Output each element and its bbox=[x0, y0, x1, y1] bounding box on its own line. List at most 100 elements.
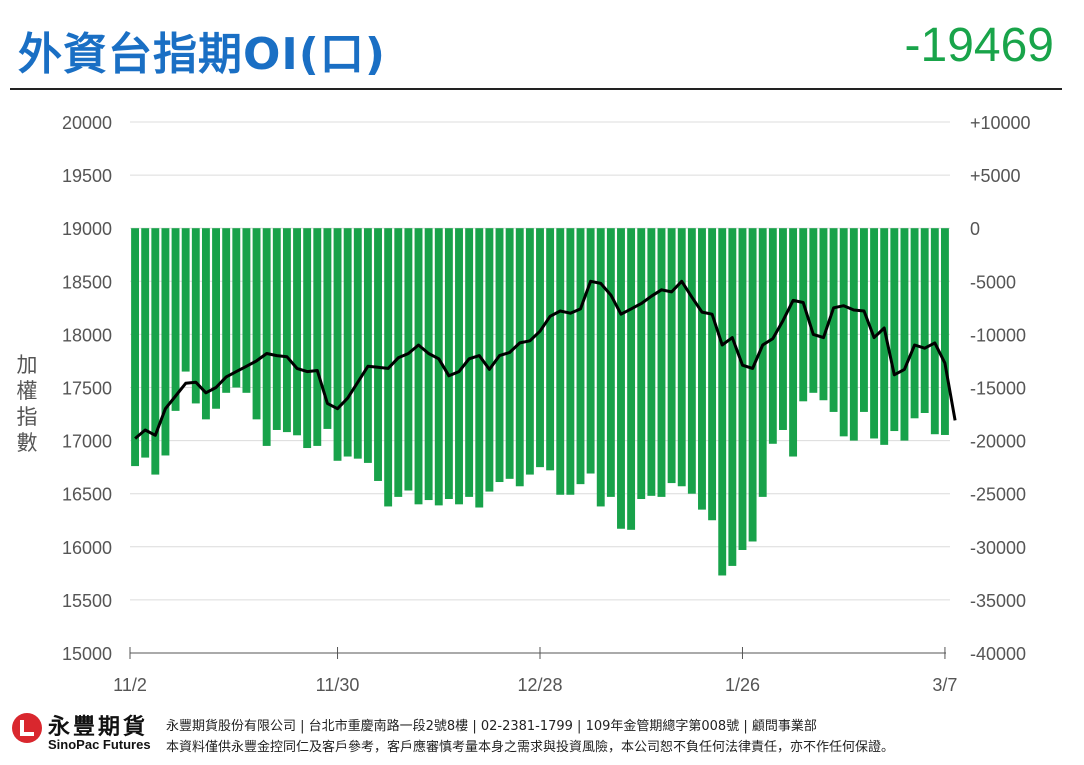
oi-bar bbox=[789, 228, 798, 457]
chart-axes: 20000 +10000 19500 +5000 19000 0 18500 -5000 180… bbox=[62, 113, 1031, 695]
oi-bar bbox=[404, 228, 413, 491]
oi-bar bbox=[667, 228, 676, 484]
oi-bar bbox=[201, 228, 210, 420]
oi-bar bbox=[151, 228, 160, 475]
x-tick-label: 11/30 bbox=[316, 675, 360, 695]
oi-bar bbox=[242, 228, 251, 393]
left-tick-label: 19000 bbox=[62, 219, 112, 239]
right-tick-label: -25000 bbox=[970, 485, 1026, 505]
oi-bar bbox=[637, 228, 646, 500]
oi-bar bbox=[698, 228, 706, 510]
brand-name-cn: 永豐期貨 bbox=[48, 715, 149, 740]
oi-bar bbox=[131, 228, 140, 467]
oi-bar bbox=[809, 228, 818, 393]
oi-bar bbox=[940, 228, 949, 435]
oi-bar bbox=[839, 228, 848, 437]
oi-bar bbox=[252, 228, 261, 420]
right-tick-label: -35000 bbox=[970, 591, 1026, 611]
left-tick-label: 18500 bbox=[62, 272, 112, 292]
left-tick-label: 15500 bbox=[62, 591, 112, 611]
oi-bar bbox=[434, 228, 443, 506]
index-line-path bbox=[134, 279, 957, 440]
oi-bar bbox=[293, 228, 301, 436]
oi-bar bbox=[687, 228, 696, 494]
oi-bar bbox=[566, 228, 575, 495]
right-tick-label: -10000 bbox=[970, 325, 1026, 345]
left-tick-label: 16000 bbox=[62, 538, 112, 558]
left-tick-label: 15000 bbox=[62, 644, 112, 664]
oi-bar bbox=[556, 228, 565, 495]
oi-bar bbox=[181, 228, 190, 372]
left-tick-label: 18000 bbox=[62, 325, 112, 345]
oi-bar bbox=[525, 228, 534, 475]
oi-bar bbox=[475, 228, 484, 508]
oi-bar bbox=[586, 228, 595, 474]
oi-bar bbox=[353, 228, 362, 459]
oi-bar bbox=[546, 228, 555, 471]
left-tick-label: 20000 bbox=[62, 113, 112, 133]
disclaimer: 本資料僅供永豐金控同仁及客戶參考，客戶應審慎考量本身之需求與投資風險，本公司恕不… bbox=[166, 740, 895, 755]
oi-bar bbox=[718, 228, 727, 576]
left-tick-label: 16500 bbox=[62, 485, 112, 505]
oi-bar bbox=[303, 228, 312, 449]
oi-chart: 20000 +10000 19500 +5000 19000 0 18500 -5000 180… bbox=[62, 113, 1031, 695]
oi-bar bbox=[860, 228, 868, 412]
oi-bar bbox=[282, 228, 291, 433]
oi-bar bbox=[515, 228, 524, 487]
oi-bar bbox=[536, 228, 544, 468]
right-tick-label: 0 bbox=[970, 219, 980, 239]
oi-bar bbox=[728, 228, 737, 566]
latest-oi-value: -19469 bbox=[904, 19, 1054, 72]
x-tick-label: 3/7 bbox=[932, 675, 957, 695]
oi-bar bbox=[647, 228, 656, 496]
oi-bar bbox=[414, 228, 423, 505]
footer: 永豐期貨 SinoPac Futures 永豐期貨股份有限公司 | 台北市重慶南… bbox=[0, 705, 1084, 765]
right-tick-label: -5000 bbox=[970, 272, 1016, 292]
oi-bar bbox=[748, 228, 757, 542]
right-tick-label: -40000 bbox=[970, 644, 1026, 664]
oi-bar bbox=[161, 228, 170, 456]
oi-bar bbox=[880, 228, 889, 445]
oi-bars bbox=[131, 228, 949, 576]
oi-bar bbox=[829, 228, 838, 412]
oi-bar bbox=[374, 228, 382, 481]
right-tick-label: +5000 bbox=[970, 166, 1021, 186]
oi-bar bbox=[596, 228, 605, 507]
oi-bar bbox=[799, 228, 808, 402]
oi-bar bbox=[171, 228, 180, 411]
oi-bar bbox=[910, 228, 919, 419]
oi-bar bbox=[333, 228, 342, 461]
oi-bar bbox=[485, 228, 494, 492]
left-axis-label: 加權指數 bbox=[16, 353, 38, 455]
oi-bar bbox=[890, 228, 899, 432]
oi-bar bbox=[738, 228, 747, 550]
oi-bar bbox=[657, 228, 666, 497]
oi-bar bbox=[758, 228, 767, 497]
oi-bar bbox=[849, 228, 858, 441]
oi-bar bbox=[465, 228, 474, 497]
index-line bbox=[134, 279, 957, 440]
brand-name-en: SinoPac Futures bbox=[48, 737, 151, 752]
right-tick-label: +10000 bbox=[970, 113, 1031, 133]
oi-bar bbox=[313, 228, 322, 446]
oi-bar bbox=[606, 228, 615, 497]
oi-bar bbox=[920, 228, 929, 413]
oi-bar bbox=[576, 228, 585, 485]
right-tick-label: -15000 bbox=[970, 379, 1026, 399]
right-tick-label: -30000 bbox=[970, 538, 1026, 558]
oi-bar bbox=[222, 228, 231, 393]
oi-bar bbox=[455, 228, 463, 505]
oi-bar bbox=[394, 228, 403, 497]
oi-bar bbox=[424, 228, 433, 501]
oi-bar bbox=[272, 228, 281, 430]
left-tick-label: 19500 bbox=[62, 166, 112, 186]
sinopac-logo-icon bbox=[12, 713, 42, 743]
oi-bar bbox=[617, 228, 625, 529]
oi-bar bbox=[444, 228, 453, 500]
x-tick-label: 12/28 bbox=[517, 675, 562, 695]
oi-bar bbox=[191, 228, 200, 404]
oi-bar bbox=[819, 228, 828, 401]
oi-bar bbox=[900, 228, 909, 441]
left-tick-label: 17500 bbox=[62, 379, 112, 399]
x-tick-label: 1/26 bbox=[725, 675, 760, 695]
